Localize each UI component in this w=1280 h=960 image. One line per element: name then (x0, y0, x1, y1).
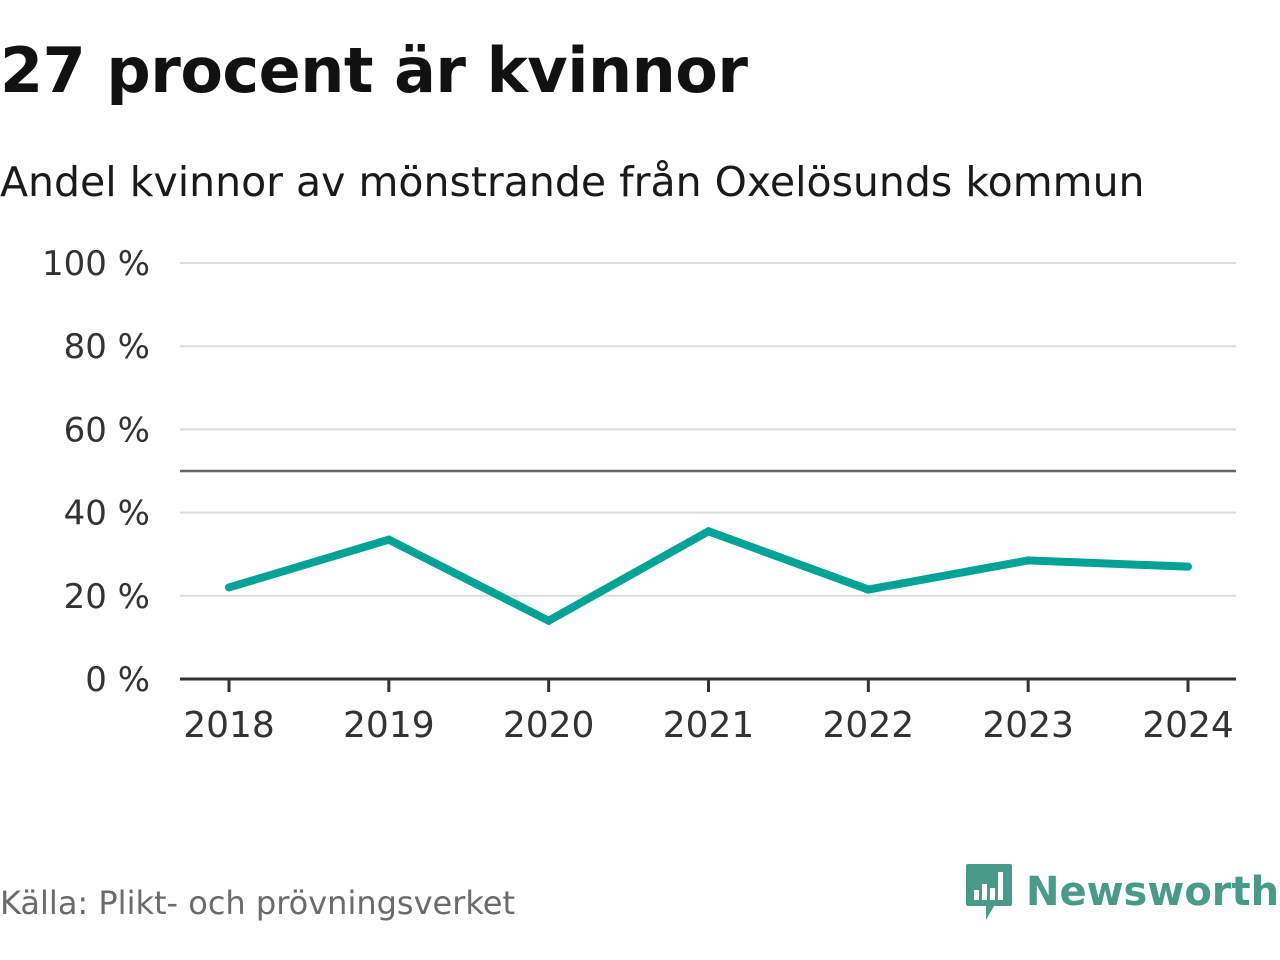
series-layer (225, 526, 1192, 626)
y-tick-label: 100 % (42, 244, 150, 284)
chart-subtitle: Andel kvinnor av mönstrande från Oxelösu… (0, 158, 1145, 206)
brand-name: Newsworthy (1026, 869, 1280, 915)
x-tick-label: 2023 (982, 705, 1074, 746)
y-tick-label: 20 % (64, 577, 150, 617)
data-point-2024 (1184, 562, 1192, 571)
data-point-2021 (704, 527, 713, 536)
x-tick-label: 2018 (183, 705, 275, 746)
brand-logo: Newsworthy (964, 862, 1280, 922)
gridlines (180, 262, 1236, 597)
y-tick-label: 0 % (85, 660, 150, 700)
data-point-2022 (864, 585, 873, 594)
source-note: Källa: Plikt- och prövningsverket (0, 884, 515, 922)
y-tick-label: 40 % (64, 494, 150, 534)
y-tick-label: 60 % (64, 410, 150, 450)
x-tick-label: 2019 (343, 705, 435, 746)
data-point-2023 (1024, 556, 1033, 565)
axes: 0 % 20 % 40 % 60 % 80 % 100 % 2018 2019 2020 2021… (42, 244, 1236, 746)
y-tick-label: 80 % (64, 327, 150, 367)
data-point-2019 (384, 535, 393, 544)
x-tick-label: 2022 (823, 705, 915, 746)
series-line-0 (227, 526, 1189, 626)
newsworthy-logo-icon (966, 864, 1012, 920)
data-point-2018 (225, 583, 233, 592)
chart-title: 27 procent är kvinnor (0, 34, 748, 107)
x-tick-label: 2021 (663, 705, 755, 746)
x-tick-label: 2024 (1142, 705, 1234, 746)
x-tick-label: 2020 (503, 705, 595, 746)
data-point-2020 (544, 616, 553, 625)
